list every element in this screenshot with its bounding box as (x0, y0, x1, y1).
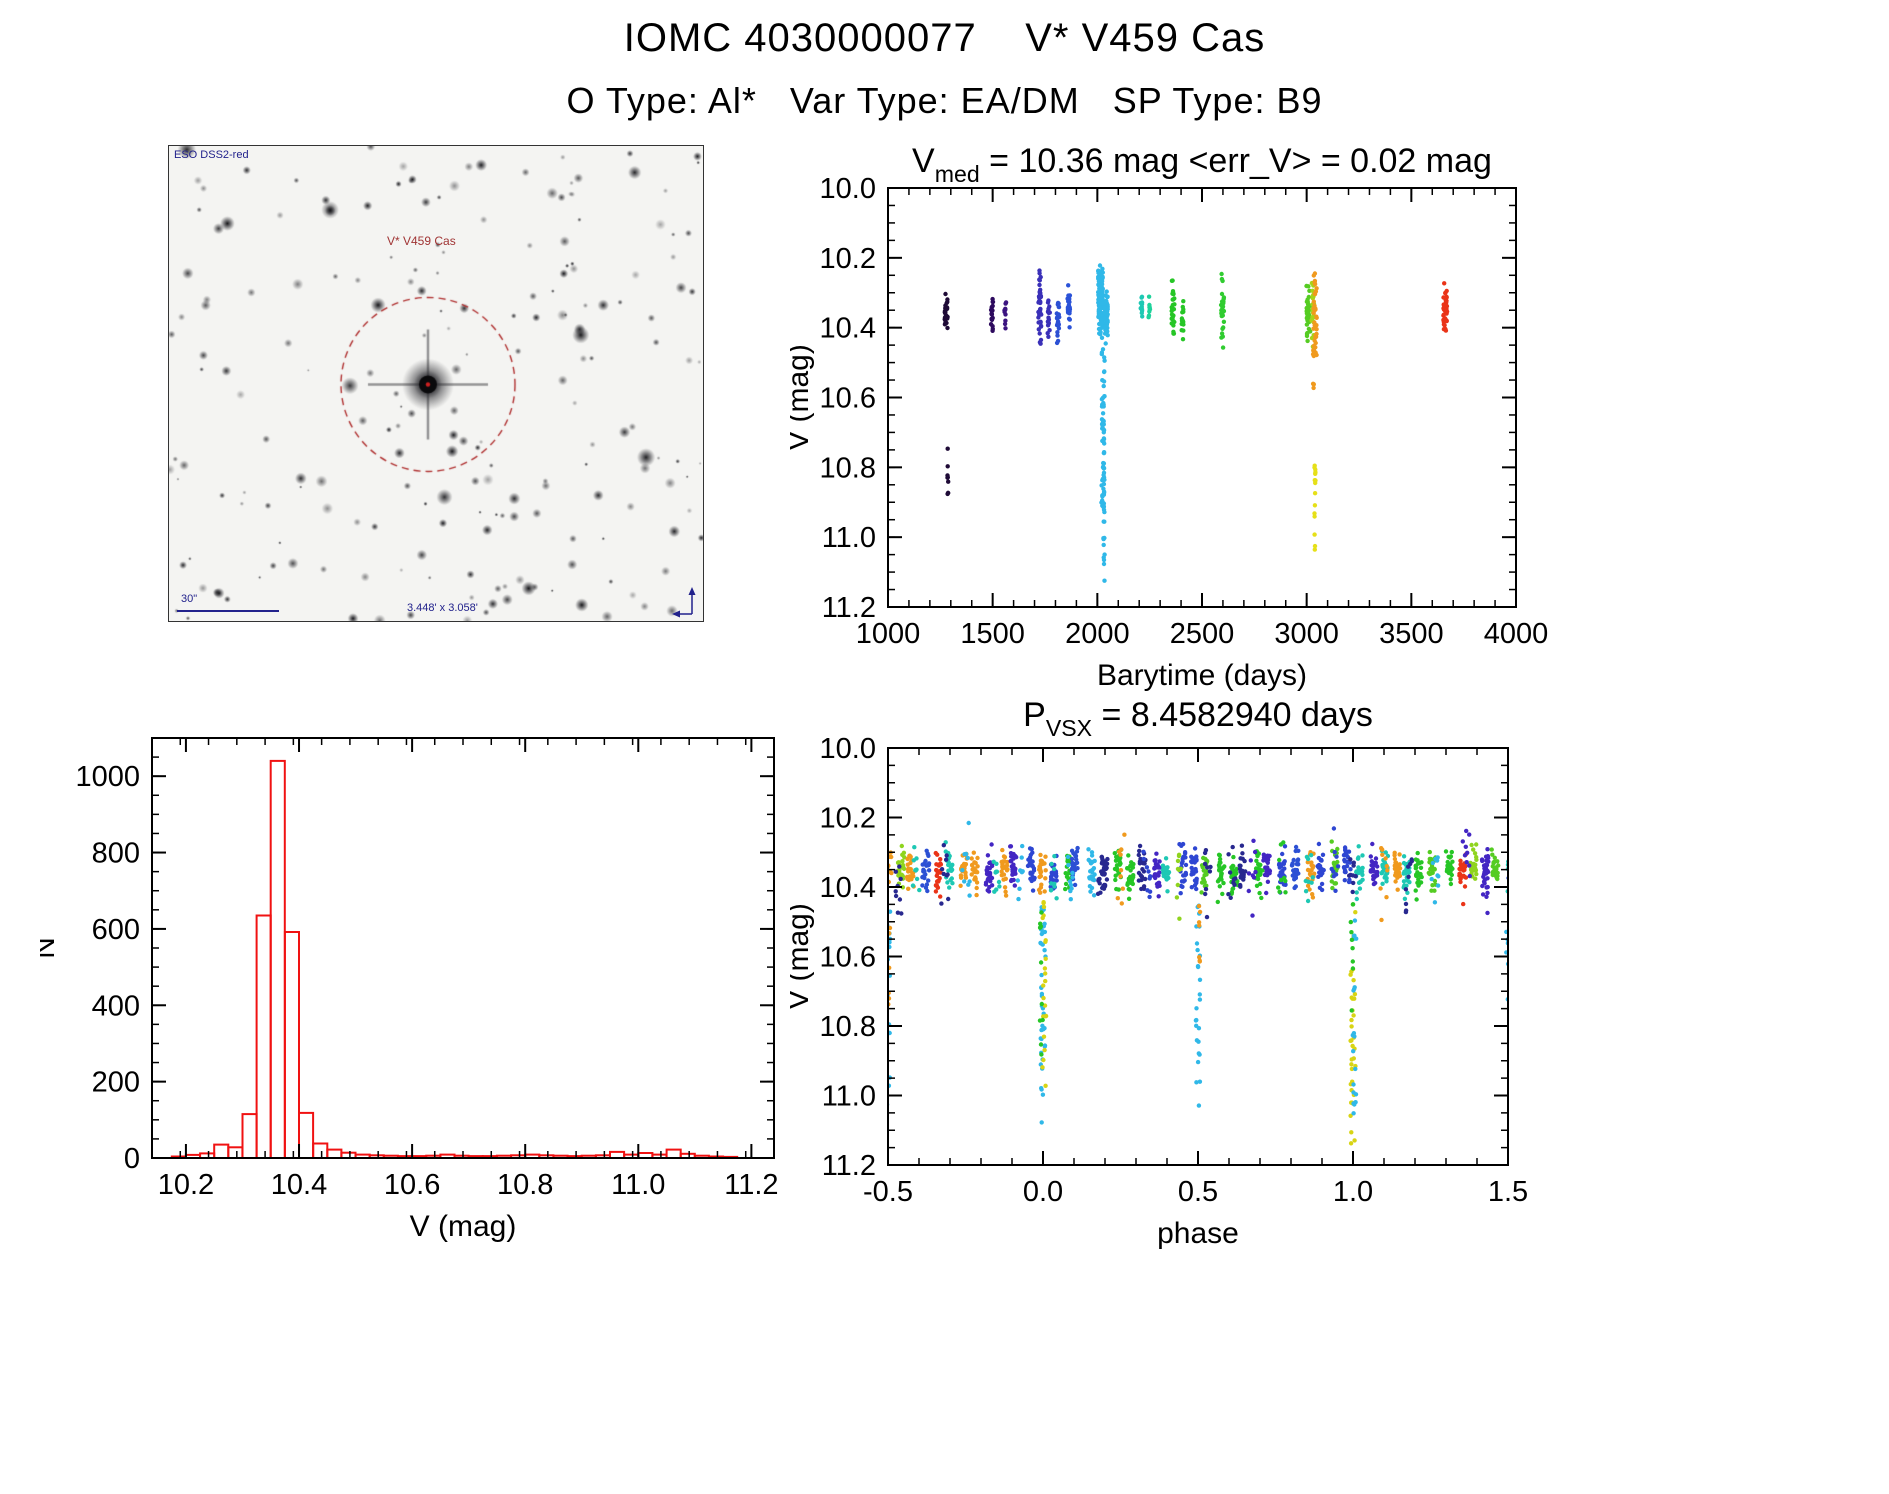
svg-text:11.2: 11.2 (822, 1150, 876, 1182)
svg-text:3500: 3500 (1379, 618, 1444, 650)
svg-text:1.0: 1.0 (1333, 1176, 1373, 1208)
svg-text:-0.5: -0.5 (863, 1176, 913, 1208)
svg-text:10.4: 10.4 (820, 313, 876, 345)
svg-text:10.0: 10.0 (820, 733, 876, 765)
svg-text:10.8: 10.8 (820, 1011, 876, 1043)
svg-text:PVSX = 8.4582940 days: PVSX = 8.4582940 days (1023, 696, 1373, 741)
svg-text:V (mag): V (mag) (790, 344, 815, 451)
lightcurve-plot: 1000 1500 2000 2500 3000 3500 4000 10.0 10.2 10.4… (790, 142, 1549, 692)
svg-text:Barytime (days): Barytime (days) (1097, 659, 1307, 692)
page-subtitle: O Type: Al* Var Type: EA/DM SP Type: B9 (566, 80, 1323, 121)
svg-text:11.0: 11.0 (611, 1169, 665, 1201)
svg-text:1500: 1500 (960, 618, 1025, 650)
svg-text:400: 400 (92, 990, 140, 1022)
svg-text:11.2: 11.2 (724, 1169, 778, 1201)
svg-text:800: 800 (92, 838, 140, 870)
histogram-plot: 10.2 10.4 10.6 10.8 11.0 11.2 0 200 400 600 800 100… (40, 737, 779, 1243)
svg-text:0.0: 0.0 (1023, 1176, 1063, 1208)
svg-text:10.2: 10.2 (158, 1169, 214, 1201)
finder-survey-label: ESO DSS2-red (174, 149, 249, 161)
svg-text:3000: 3000 (1274, 618, 1339, 650)
svg-text:N: N (40, 937, 61, 959)
svg-text:2000: 2000 (1065, 618, 1130, 650)
finder-scalebar-label: 30" (181, 593, 198, 605)
svg-text:V (mag): V (mag) (410, 1210, 517, 1243)
svg-text:4000: 4000 (1484, 618, 1549, 650)
svg-text:1000: 1000 (856, 618, 921, 650)
svg-text:0: 0 (124, 1143, 140, 1175)
svg-text:1000: 1000 (75, 761, 140, 793)
finder-chart-image (169, 146, 703, 621)
svg-text:11.0: 11.0 (822, 1081, 876, 1113)
svg-text:10.6: 10.6 (820, 383, 876, 415)
finder-star-label: V* V459 Cas (387, 234, 456, 248)
svg-text:V (mag): V (mag) (790, 903, 815, 1010)
svg-text:10.8: 10.8 (497, 1169, 553, 1201)
svg-text:Vmed = 10.36 mag <err_V> = 0.0: Vmed = 10.36 mag <err_V> = 0.02 mag (912, 142, 1492, 187)
compass-icon (672, 587, 696, 618)
svg-text:0.5: 0.5 (1178, 1176, 1218, 1208)
svg-text:phase: phase (1157, 1217, 1239, 1250)
svg-text:600: 600 (92, 914, 140, 946)
finder-fov-label: 3.448' x 3.058' (407, 602, 478, 614)
svg-text:1.5: 1.5 (1488, 1176, 1528, 1208)
page-title: IOMC 4030000077 V* V459 Cas (623, 16, 1266, 60)
phase-plot: -0.5 0.0 0.5 1.0 1.5 10.0 10.2 10.4 10.6 10.8 11.0… (790, 696, 1528, 1250)
svg-text:10.2: 10.2 (820, 243, 876, 275)
svg-text:10.2: 10.2 (820, 803, 876, 835)
svg-text:10.6: 10.6 (820, 942, 876, 974)
svg-text:11.0: 11.0 (822, 522, 876, 554)
svg-text:10.0: 10.0 (820, 173, 876, 205)
svg-text:10.8: 10.8 (820, 452, 876, 484)
finder-chart: ESO DSS2-red V* V459 Cas 30" 3.448' x 3.… (168, 145, 704, 622)
svg-text:11.2: 11.2 (822, 592, 876, 624)
svg-text:10.6: 10.6 (384, 1169, 440, 1201)
finder-scalebar (177, 610, 279, 612)
svg-text:10.4: 10.4 (271, 1169, 327, 1201)
svg-text:200: 200 (92, 1067, 140, 1099)
svg-text:2500: 2500 (1170, 618, 1235, 650)
svg-text:10.4: 10.4 (820, 872, 876, 904)
